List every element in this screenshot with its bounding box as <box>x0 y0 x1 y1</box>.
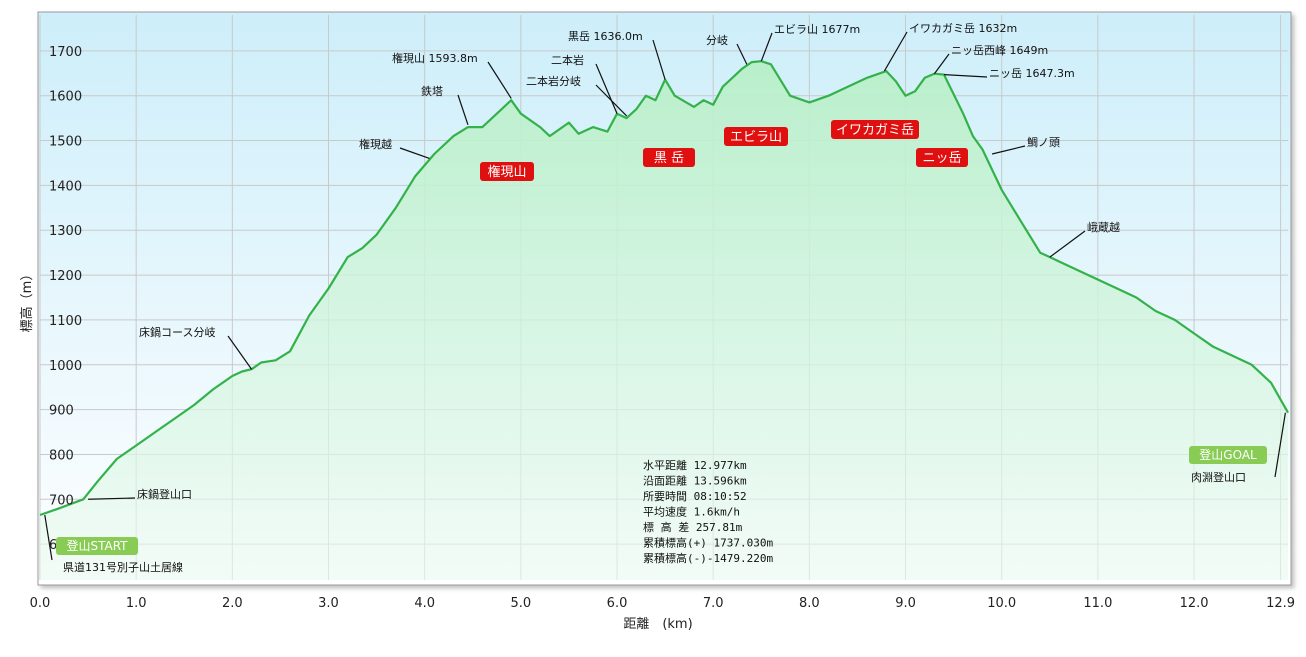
x-tick-label: 11.0 <box>1083 596 1112 611</box>
y-tick-label: 1600 <box>49 90 82 105</box>
y-tick-label: 1000 <box>49 359 82 374</box>
stat-line: 沿面距離 13.596km <box>643 474 747 488</box>
peak-label: 黒岳 1636.0m <box>568 30 643 43</box>
x-tick-label: 12.0 <box>1180 596 1209 611</box>
stat-line: 所要時間 08:10:52 <box>643 490 747 503</box>
y-tick-label: 900 <box>49 404 74 419</box>
x-tick-label: 9.0 <box>895 596 916 611</box>
stat-line: 平均速度 1.6km/h <box>643 505 740 519</box>
x-tick-label: 5.0 <box>511 596 532 611</box>
peak-label: エビラ山 1677m <box>774 23 860 36</box>
y-tick-label: 1200 <box>49 269 82 284</box>
x-tick-label: 2.0 <box>222 596 243 611</box>
x-tick-label: 12.9 <box>1266 596 1295 611</box>
peak-label: 分岐 <box>706 34 728 47</box>
peak-label: 権現山 1593.8m <box>392 51 478 65</box>
y-axis-label: 標高（m） <box>19 268 35 333</box>
y-tick-label: 1100 <box>49 314 82 329</box>
x-tick-label: 1.0 <box>126 596 147 611</box>
stat-line: 累積標高(-)-1479.220m <box>643 551 773 565</box>
stat-line: 標 高 差 257.81m <box>643 520 743 534</box>
stat-line: 水平距離 12.977km <box>643 458 747 472</box>
peak-label: ニッ岳西峰 1649m <box>951 44 1048 57</box>
x-tick-label: 4.0 <box>414 596 435 611</box>
red-label: 権現山 <box>487 164 526 180</box>
red-label: ニッ岳 <box>922 151 961 166</box>
red-label: エビラ山 <box>730 130 782 145</box>
y-tick-label: 1400 <box>49 179 82 194</box>
y-tick-label: 1500 <box>49 135 82 150</box>
peak-label: 床鍋登山口 <box>137 487 192 501</box>
red-label: 黒 岳 <box>654 151 684 166</box>
peak-label: 鉄塔 <box>421 84 443 98</box>
x-tick-label: 6.0 <box>607 596 628 611</box>
peak-label: 権現越 <box>359 137 392 151</box>
y-tick-label: 1700 <box>49 45 82 60</box>
peak-label: イワカガミ岳 1632m <box>909 22 1017 35</box>
peak-label: 肉淵登山口 <box>1191 470 1246 484</box>
x-tick-label: 3.0 <box>318 596 339 611</box>
peak-label: 床鍋コース分岐 <box>139 325 215 339</box>
peak-label: 二本岩 <box>551 53 584 67</box>
peak-label: 鯛ノ頭 <box>1027 135 1060 149</box>
x-axis-label: 距離 (km) <box>623 617 692 632</box>
y-tick-label: 1300 <box>49 224 82 239</box>
peak-label: 峨蔵越 <box>1087 220 1120 234</box>
peak-label: 県道131号別子山土居線 <box>63 560 183 574</box>
peak-label: 二本岩分岐 <box>526 74 581 88</box>
red-label: イワカガミ岳 <box>836 123 914 138</box>
start-label: 登山START <box>66 538 128 553</box>
x-tick-label: 7.0 <box>703 596 724 611</box>
x-tick-label: 8.0 <box>799 596 820 611</box>
goal-label: 登山GOAL <box>1199 447 1257 462</box>
y-tick-label: 700 <box>49 493 74 508</box>
y-tick-label: 800 <box>49 448 74 463</box>
peak-label: ニッ岳 1647.3m <box>989 67 1075 80</box>
x-tick-label: 0.0 <box>30 596 51 611</box>
stat-line: 累積標高(+) 1737.030m <box>643 536 773 550</box>
x-tick-label: 10.0 <box>987 596 1016 611</box>
